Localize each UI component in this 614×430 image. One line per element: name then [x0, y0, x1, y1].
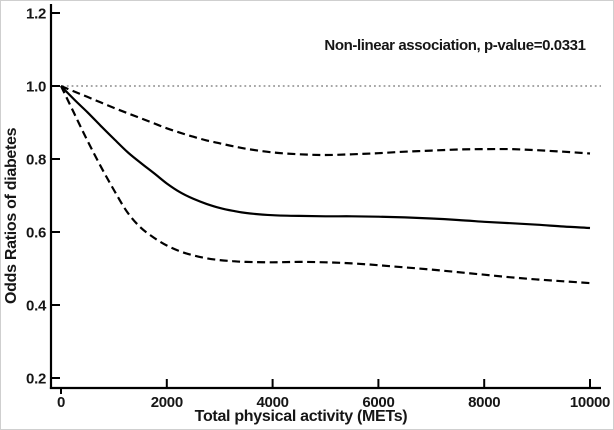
y-tick-label: 1.0	[26, 79, 46, 96]
y-tick-label: 0.4	[26, 298, 47, 315]
x-tick-label: 8000	[468, 394, 500, 411]
x-tick-label: 2000	[151, 394, 183, 411]
x-tick-label: 0	[57, 394, 65, 411]
x-axis-title: Total physical activity (METs)	[194, 408, 408, 425]
odds-ratio-line	[60, 85, 591, 230]
x-tick-label: 4000	[257, 394, 289, 411]
y-tick-label: 1.2	[26, 6, 46, 23]
nonlinear-pvalue-annotation: Non-linear association, p-value=0.0331	[324, 37, 586, 54]
upper-95ci-line	[60, 84, 591, 157]
y-axis-title: Odds Ratios of diabetes	[3, 127, 20, 305]
x-tick-label: 10000	[570, 394, 610, 411]
x-tick-label: 6000	[362, 394, 394, 411]
y-tick-label: 0.2	[26, 371, 46, 388]
y-tick-label: 0.6	[26, 225, 46, 242]
lower-95ci-line	[60, 85, 591, 285]
y-tick-label: 0.8	[26, 152, 46, 169]
